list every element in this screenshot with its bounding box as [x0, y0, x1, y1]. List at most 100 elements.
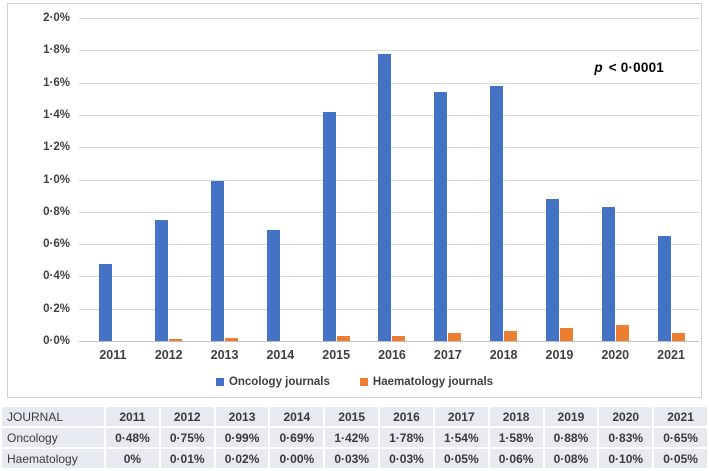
- oncology-bar: [545, 198, 559, 341]
- table-cell: 1·78%: [380, 428, 433, 447]
- table-header-row: JOURNAL 2011 2012 2013 2014 2015 2016 2017 2018 2…: [2, 407, 707, 426]
- y-tick-label: 0·8%: [43, 206, 70, 218]
- table-cell: 0%: [106, 449, 159, 468]
- haematology-bar: [392, 336, 406, 341]
- y-tick-label: 0·2%: [43, 303, 70, 315]
- gridline: [79, 18, 699, 19]
- x-tick-label: 2021: [657, 348, 685, 362]
- table-year-header: 2015: [325, 407, 379, 426]
- haematology-bar: [504, 331, 518, 341]
- bar-group: [643, 18, 699, 341]
- plot-area: [79, 18, 699, 342]
- data-table-body: JOURNAL 2011 2012 2013 2014 2015 2016 2017 2018 2…: [2, 407, 707, 468]
- y-tick-label: 0·0%: [43, 335, 70, 347]
- haematology-bar: [448, 332, 462, 341]
- legend: Oncology journals Haematology journals: [8, 376, 701, 388]
- haematology-bar: [559, 328, 573, 341]
- table-year-header: 2011: [106, 407, 159, 426]
- legend-label: Oncology journals: [228, 376, 330, 388]
- oncology-bar: [378, 53, 392, 341]
- bar-group: [476, 18, 532, 341]
- table-corner-header: JOURNAL: [2, 407, 104, 426]
- table-cell: 0·00%: [270, 449, 324, 468]
- table-cell: 0·75%: [160, 428, 214, 447]
- oncology-bar: [601, 207, 615, 341]
- y-tick-label: 0·6%: [43, 238, 70, 250]
- table-cell: 0·03%: [380, 449, 433, 468]
- table-cell: 0·08%: [544, 449, 598, 468]
- table-cell: 0·01%: [160, 449, 214, 468]
- y-tick-label: 1·0%: [43, 174, 70, 186]
- bar-group: [308, 18, 364, 341]
- table-cell: 0·83%: [599, 428, 653, 447]
- table-row: Haematology 0% 0·01% 0·02% 0·00% 0·03% 0·03% 0·…: [2, 449, 707, 468]
- bar-group: [85, 18, 141, 341]
- table-year-header: 2013: [215, 407, 269, 426]
- table-cell: 0·69%: [270, 428, 324, 447]
- data-table: JOURNAL 2011 2012 2013 2014 2015 2016 2017 2018 2…: [0, 405, 709, 470]
- bars-layer: [85, 18, 699, 341]
- table-cell: 0·10%: [599, 449, 653, 468]
- y-tick-label: 0·4%: [43, 270, 70, 282]
- p-value-text: < 0·0001: [604, 60, 664, 75]
- x-tick-label: 2018: [489, 348, 518, 362]
- bar-group: [587, 18, 643, 341]
- haematology-bar: [225, 337, 239, 341]
- table-cell: 0·05%: [654, 449, 707, 468]
- x-tick-label: 2015: [322, 348, 351, 362]
- table-cell: 1·42%: [325, 428, 379, 447]
- x-tick-label: 2011: [99, 348, 127, 362]
- table-year-header: 2019: [544, 407, 598, 426]
- table-cell: 1·54%: [434, 428, 488, 447]
- bar-chart: 2·0% 1·8% 1·6% 1·4% 1·2% 1·0% 0·8% 0·6% 0·4% 0·2%…: [7, 3, 702, 398]
- y-tick-label: 1·4%: [43, 109, 70, 121]
- p-value-annotation: p < 0·0001: [594, 60, 664, 75]
- x-tick-label: 2016: [378, 348, 406, 362]
- haematology-legend-swatch: [359, 378, 368, 386]
- x-tick-label: 2020: [601, 348, 630, 362]
- table-cell: 0·02%: [215, 449, 269, 468]
- y-tick-label: 1·8%: [43, 44, 70, 56]
- oncology-bar: [490, 85, 504, 341]
- bar-group: [141, 18, 197, 341]
- oncology-bar: [99, 263, 113, 341]
- bar-group: [420, 18, 476, 341]
- haematology-bar: [615, 324, 629, 341]
- legend-item: Oncology journals: [215, 376, 330, 388]
- table-year-header: 2021: [654, 407, 707, 426]
- table-cell: 0·06%: [489, 449, 543, 468]
- oncology-bar: [155, 219, 169, 341]
- gridline: [79, 50, 699, 51]
- table-cell: 0·03%: [325, 449, 379, 468]
- bar-group: [532, 18, 588, 341]
- oncology-legend-swatch: [215, 378, 224, 386]
- table-cell: 0·99%: [215, 428, 269, 447]
- table-year-header: 2017: [434, 407, 488, 426]
- table-year-header: 2020: [599, 407, 653, 426]
- haematology-bar: [336, 336, 350, 341]
- p-symbol: p: [594, 60, 603, 75]
- x-tick-label: 2014: [266, 348, 295, 362]
- table-cell: 0·48%: [106, 428, 159, 447]
- oncology-bar: [434, 92, 448, 341]
- oncology-bar: [657, 236, 671, 341]
- legend-item: Haematology journals: [359, 376, 494, 388]
- oncology-bar: [211, 181, 225, 341]
- y-tick-label: 1·2%: [43, 141, 70, 153]
- x-tick-label: 2017: [433, 348, 462, 362]
- y-tick-label: 2·0%: [43, 12, 70, 24]
- table-cell: 1·58%: [489, 428, 543, 447]
- bar-group: [364, 18, 420, 341]
- oncology-bar: [322, 111, 336, 341]
- table-cell: 0·65%: [654, 428, 707, 447]
- gridline: [79, 341, 699, 342]
- x-tick-label: 2019: [545, 348, 574, 362]
- table-row-label: Haematology: [2, 449, 104, 468]
- y-tick-label: 1·6%: [43, 77, 70, 89]
- haematology-bar: [671, 332, 685, 341]
- table-year-header: 2014: [270, 407, 324, 426]
- haematology-bar: [169, 339, 183, 341]
- x-tick-label: 2012: [154, 348, 183, 362]
- legend-label: Haematology journals: [372, 376, 494, 388]
